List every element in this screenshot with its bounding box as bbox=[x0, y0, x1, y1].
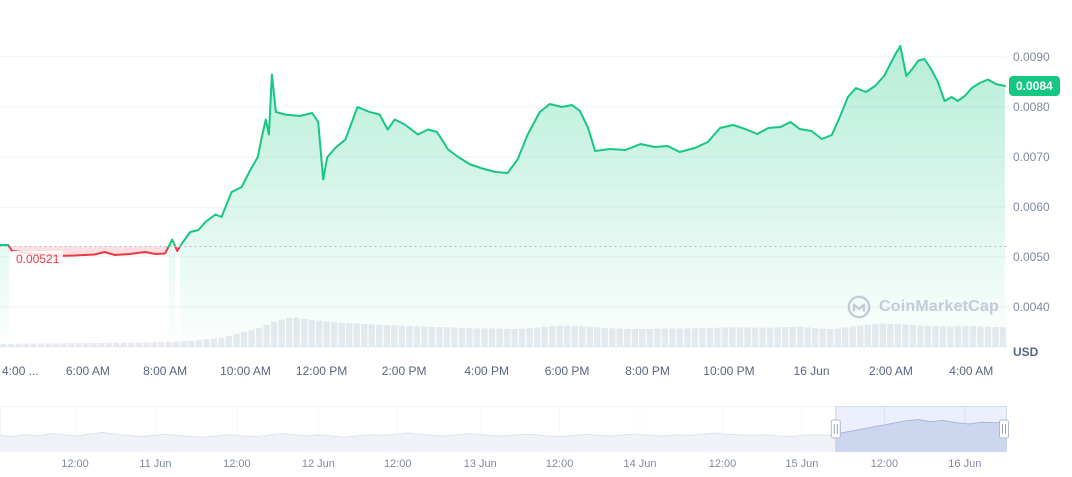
navigator-tick-label: 16 Jun bbox=[948, 458, 982, 470]
current-price-badge: 0.0084 bbox=[1009, 76, 1060, 96]
navigator-tick-label: 13 Jun bbox=[463, 458, 497, 470]
navigator-handle-left-icon[interactable] bbox=[830, 419, 841, 439]
x-axis-tick: 4:00 AM bbox=[949, 364, 994, 378]
y-axis-tick: 0.0080 bbox=[1013, 100, 1050, 114]
x-axis-tick: 8:00 PM bbox=[625, 364, 670, 378]
navigator-tick-label: 12:00 bbox=[61, 458, 89, 470]
x-axis-tick: 4:00 ... bbox=[2, 364, 39, 378]
navigator-labels: 12:00 11 Jun 12:00 12 Jun 12:00 13 Jun 12:00 14… bbox=[0, 458, 1072, 476]
watermark-text: CoinMarketCap bbox=[879, 298, 999, 315]
main-chart-area: 0.0090 0.0080 0.0070 0.0060 0.0050 0.0040 USD… bbox=[0, 0, 1072, 359]
navigator-tick-label: 12:00 bbox=[223, 458, 251, 470]
y-axis-tick: 0.0070 bbox=[1013, 150, 1050, 164]
navigator-tick-label: 12 Jun bbox=[301, 458, 335, 470]
navigator-selected-range[interactable] bbox=[835, 406, 1007, 452]
navigator-tick-label: 12:00 bbox=[870, 458, 899, 470]
y-axis-tick: 0.0040 bbox=[1013, 300, 1050, 314]
main-chart-svg[interactable] bbox=[0, 0, 1072, 352]
x-axis-tick: 16 Jun bbox=[793, 364, 830, 378]
x-axis-tick: 6:00 PM bbox=[544, 364, 590, 378]
x-axis-tick: 12:00 PM bbox=[295, 364, 348, 378]
y-axis-tick: 0.0090 bbox=[1013, 50, 1050, 64]
open-price-label: 0.00521 bbox=[12, 250, 64, 267]
coinmarketcap-watermark: CoinMarketCap bbox=[846, 294, 999, 320]
navigator-tick-label: 12:00 bbox=[708, 458, 737, 470]
navigator-tick-label: 11 Jun bbox=[139, 458, 172, 470]
navigator-tick-label: 14 Jun bbox=[623, 458, 657, 470]
x-axis-tick: 2:00 AM bbox=[868, 364, 913, 378]
x-axis-tick: 6:00 AM bbox=[65, 364, 110, 378]
coinmarketcap-logo-icon bbox=[846, 294, 872, 320]
navigator-tick-label: 12:00 bbox=[383, 458, 412, 470]
x-axis-tick: 10:00 AM bbox=[220, 364, 271, 378]
x-axis-tick: 2:00 PM bbox=[381, 364, 427, 378]
x-axis-labels: 4:00 ... 6:00 AM 8:00 AM 10:00 AM 12:00 PM 2:… bbox=[0, 352, 1072, 384]
x-axis-tick: 10:00 PM bbox=[703, 364, 755, 378]
navigator-handle-right-icon[interactable] bbox=[999, 419, 1009, 439]
x-axis-tick: 8:00 AM bbox=[143, 364, 188, 378]
usd-unit-label: USD bbox=[1013, 345, 1039, 359]
navigator[interactable] bbox=[0, 406, 1072, 452]
x-axis-tick: 4:00 PM bbox=[464, 364, 510, 378]
y-axis-tick: 0.0050 bbox=[1013, 250, 1050, 264]
navigator-svg[interactable] bbox=[0, 406, 1072, 452]
navigator-tick-label: 15 Jun bbox=[785, 458, 819, 470]
y-axis-tick: 0.0060 bbox=[1013, 200, 1050, 214]
navigator-tick-label: 12:00 bbox=[545, 458, 574, 470]
